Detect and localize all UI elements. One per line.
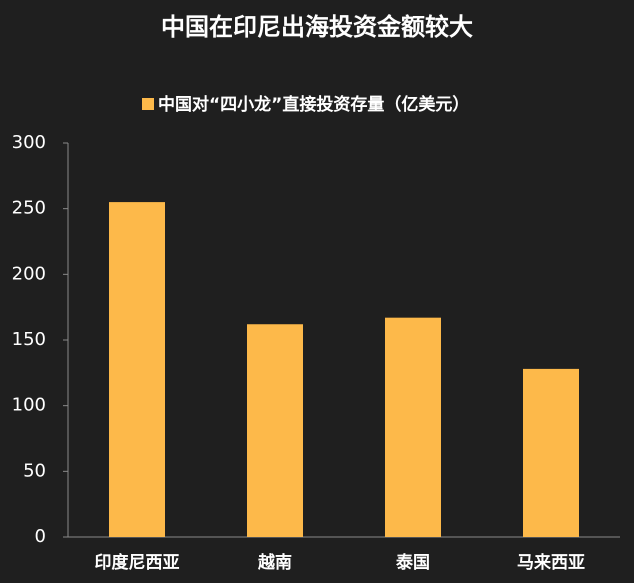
chart-title: 中国在印尼出海投资金额较大 [161,13,473,41]
legend-swatch [142,98,154,110]
x-tick-label: 泰国 [396,552,430,573]
x-tick-label: 印度尼西亚 [95,552,180,573]
bar [109,202,165,537]
y-tick-label: 200 [12,263,46,284]
legend-label: 中国对“四小龙”直接投资存量（亿美元） [158,94,469,115]
x-tick-label: 马来西亚 [517,552,585,573]
bar [385,317,441,537]
y-tick-label: 300 [12,132,46,153]
y-tick-label: 250 [12,198,46,219]
y-tick-label: 150 [12,329,46,350]
y-tick-label: 50 [23,460,46,481]
bar [247,324,303,537]
y-tick-label: 0 [35,526,46,547]
x-tick-label: 越南 [257,552,292,573]
bar [523,368,579,537]
y-tick-label: 100 [12,395,46,416]
